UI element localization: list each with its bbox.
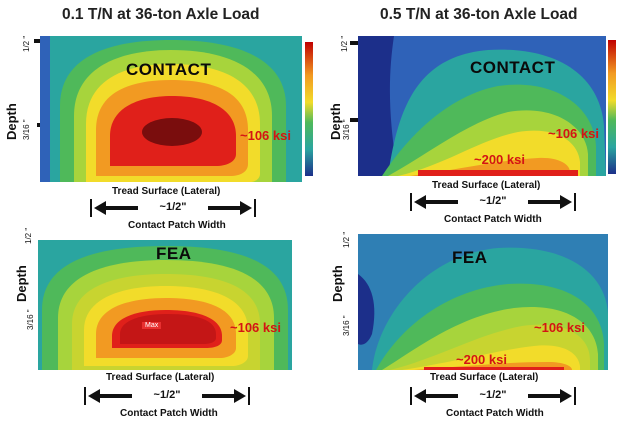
tick-label-top-left-2: 3/16 " xyxy=(22,119,31,140)
stress-low-top-right: ~200 ksi xyxy=(474,152,525,167)
stress-label-top-left: ~106 ksi xyxy=(240,128,291,143)
width-arrow-top-left: ~1/2" xyxy=(88,198,258,218)
stress-mid-bottom-right: ~106 ksi xyxy=(534,320,585,335)
tick-mark-top-right-2 xyxy=(350,118,360,122)
contact-plot-low-traction xyxy=(40,36,302,182)
contact-label-top-right: CONTACT xyxy=(470,58,556,77)
patch-width-label-bottom-left: Contact Patch Width xyxy=(120,408,218,419)
contact-plot-high-traction xyxy=(358,36,606,176)
fea-label-bottom-right: FEA xyxy=(452,248,488,267)
patch-width-label-top-left: Contact Patch Width xyxy=(128,220,226,231)
width-value-top-left: ~1/2" xyxy=(159,201,187,213)
tick-label-top-left-1: 1/2 " xyxy=(22,35,31,52)
tick-label-bottom-right-1: 1/2 " xyxy=(342,231,351,248)
fea-plot-low-traction xyxy=(38,240,292,370)
width-value-bottom-right: ~1/2" xyxy=(479,389,507,401)
stress-mid-top-right: ~106 ksi xyxy=(548,126,599,141)
max-marker: Max xyxy=(142,322,162,329)
tick-label-top-right-1: 1/2 " xyxy=(340,35,349,52)
right-title: 0.5 T/N at 36-ton Axle Load xyxy=(380,6,578,23)
tick-mark-top-left-1 xyxy=(34,39,44,43)
width-value-bottom-left: ~1/2" xyxy=(153,389,181,401)
surface-label-top-right: Tread Surface (Lateral) xyxy=(432,180,541,191)
depth-label-top-left: Depth xyxy=(4,103,19,140)
depth-label-bottom-right: Depth xyxy=(330,265,345,302)
surface-label-bottom-left: Tread Surface (Lateral) xyxy=(106,372,215,383)
stress-label-bottom-left: ~106 ksi xyxy=(230,320,281,335)
width-arrow-bottom-right: ~1/2" xyxy=(408,386,578,406)
width-value-top-right: ~1/2" xyxy=(479,195,507,207)
surface-label-bottom-right: Tread Surface (Lateral) xyxy=(430,372,539,383)
colorbar-top-right xyxy=(608,40,616,174)
patch-width-label-top-right: Contact Patch Width xyxy=(444,214,542,225)
depth-label-bottom-left: Depth xyxy=(14,265,29,302)
left-title: 0.1 T/N at 36-ton Axle Load xyxy=(62,6,260,23)
tick-label-bottom-left-1: 1/2 " xyxy=(24,227,33,244)
width-arrow-bottom-left: ~1/2" xyxy=(82,386,252,406)
tick-label-bottom-left-2: 3/16 " xyxy=(26,309,35,330)
colorbar-top-left xyxy=(305,42,313,176)
tick-mark-top-right-1 xyxy=(350,41,360,45)
depth-label-top-right: Depth xyxy=(328,103,343,140)
contact-label-top-left: CONTACT xyxy=(126,60,212,79)
patch-width-label-bottom-right: Contact Patch Width xyxy=(446,408,544,419)
tick-label-top-right-2: 3/16 " xyxy=(342,119,351,140)
surface-label-top-left: Tread Surface (Lateral) xyxy=(112,186,221,197)
stress-low-bottom-right: ~200 ksi xyxy=(456,352,507,367)
fea-plot-high-traction xyxy=(358,234,608,370)
fea-label-bottom-left: FEA xyxy=(156,244,192,263)
tick-label-bottom-right-2: 3/16 " xyxy=(342,315,351,336)
width-arrow-top-right: ~1/2" xyxy=(408,192,578,212)
